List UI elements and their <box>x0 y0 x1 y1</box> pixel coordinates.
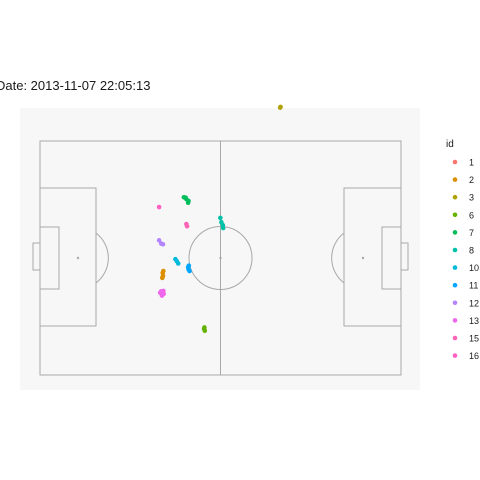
series-6 <box>201 325 208 334</box>
point-15-1 <box>184 223 190 229</box>
point-8-3 <box>220 225 226 231</box>
series-16 <box>156 204 162 210</box>
legend-key-6 <box>452 212 458 218</box>
legend-key-1 <box>452 159 458 165</box>
legend-label-3: 3 <box>469 193 474 203</box>
point-8-0 <box>218 215 223 221</box>
legend-label-16: 16 <box>469 351 479 361</box>
series-10 <box>173 256 181 266</box>
left-penalty-spot <box>76 256 80 260</box>
series-12 <box>156 238 166 247</box>
series-11 <box>185 263 192 274</box>
legend-title: id <box>446 139 454 150</box>
point-2-2 <box>160 275 165 281</box>
legend-key-3 <box>452 194 458 200</box>
legend-key-7 <box>452 230 458 235</box>
point-11-3 <box>185 264 191 270</box>
left-goal <box>32 242 41 271</box>
point-16-0 <box>156 204 162 210</box>
legend-key-15 <box>452 335 458 341</box>
series-13 <box>157 288 167 298</box>
legend-key-10 <box>452 265 458 270</box>
series-15 <box>184 221 190 229</box>
point-2-3 <box>161 268 166 274</box>
point-6-2 <box>202 325 207 330</box>
point-13-4 <box>158 289 164 294</box>
legend-label-11: 11 <box>469 281 478 291</box>
legend-key-13 <box>452 318 458 323</box>
legend-label-6: 6 <box>469 210 474 220</box>
center-circle <box>188 226 253 290</box>
legend-label-13: 13 <box>469 316 479 326</box>
legend-key-16 <box>452 353 458 358</box>
legend-key-8 <box>452 247 458 253</box>
right-penalty-spot <box>361 256 365 260</box>
series-8 <box>218 215 226 231</box>
point-10-2 <box>175 261 181 266</box>
left-penalty-arc <box>95 232 109 284</box>
point-11-2 <box>187 268 192 274</box>
legend-label-8: 8 <box>469 246 474 256</box>
chart-title: Date: 2013-11-07 22:05:13 <box>0 78 151 93</box>
series-3 <box>277 104 283 110</box>
pitch-lines <box>32 140 409 376</box>
center-spot <box>219 256 222 260</box>
right-goal <box>400 242 409 271</box>
point-12-0 <box>156 238 162 243</box>
point-7-4 <box>183 195 188 200</box>
point-12-2 <box>160 242 166 247</box>
legend-label-1: 1 <box>469 158 474 168</box>
legend-key-12 <box>452 300 458 306</box>
data-points <box>156 104 283 334</box>
series-7 <box>181 195 191 206</box>
point-3-1 <box>278 104 283 110</box>
pitch-spots <box>76 256 365 260</box>
legend-label-10: 10 <box>469 263 479 273</box>
series-2 <box>160 268 166 281</box>
legend-key-2 <box>452 177 458 182</box>
legend-label-2: 2 <box>469 175 474 185</box>
legend-label-15: 15 <box>469 334 479 344</box>
legend-label-7: 7 <box>469 228 474 238</box>
legend-key-11 <box>452 282 458 288</box>
point-7-3 <box>185 200 191 206</box>
right-penalty-arc <box>331 232 345 284</box>
legend-label-12: 12 <box>469 298 479 308</box>
